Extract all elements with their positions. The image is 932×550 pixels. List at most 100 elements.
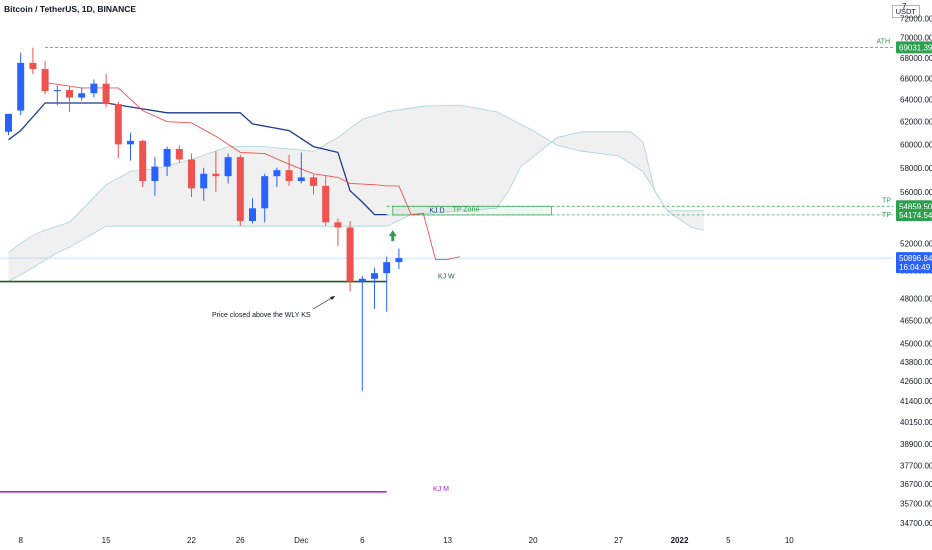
kijun-sen-line	[8, 102, 387, 216]
price-tick-label: 64000.00	[900, 96, 932, 105]
candle[interactable]	[200, 167, 208, 201]
countdown-text: 16:04:49	[899, 263, 931, 272]
price-tick-label: 43800.00	[900, 358, 932, 367]
candle[interactable]	[188, 153, 195, 197]
annotation-text: Price closed above the WLY KS	[212, 312, 311, 319]
candle[interactable]	[285, 154, 293, 186]
candle-body	[395, 258, 403, 263]
time-tick-label: 15	[102, 536, 111, 545]
candle[interactable]	[5, 113, 12, 136]
candle[interactable]	[139, 139, 147, 188]
price-tick-label: 66000.00	[900, 74, 932, 83]
price-tick-label: 60000.00	[900, 140, 932, 149]
price-tick-label: 58000.00	[900, 164, 932, 173]
tp-label: TP	[882, 197, 891, 204]
candle[interactable]	[66, 86, 73, 112]
candle[interactable]	[90, 79, 98, 98]
candle-body	[66, 90, 73, 98]
candle[interactable]	[310, 174, 317, 195]
candle[interactable]	[102, 74, 110, 108]
candle-body	[371, 273, 378, 279]
price-tick-label: 62000.00	[900, 118, 932, 127]
ath-price-tag-box	[896, 41, 932, 54]
candle[interactable]	[163, 146, 171, 177]
price-axis-layer: 34700.00 35700.00 36700.00 37700.00 38900.00…	[896, 14, 932, 528]
candle[interactable]	[175, 145, 183, 164]
candle-body	[175, 148, 183, 160]
candle-body	[114, 104, 122, 145]
candle-body	[188, 159, 195, 189]
senkou-span-a	[8, 104, 704, 254]
candle-body	[29, 62, 37, 70]
price-tick-label: 40150.00	[900, 418, 932, 427]
candle[interactable]	[334, 218, 342, 246]
candle[interactable]	[212, 151, 220, 193]
candle[interactable]	[41, 60, 49, 95]
candle-body	[224, 157, 232, 177]
price-tick-label: 38900.00	[900, 440, 932, 449]
candle[interactable]	[297, 152, 305, 184]
candle-body	[102, 83, 110, 105]
candle-body	[78, 93, 86, 98]
kj-weekly-label: KJ W	[438, 274, 455, 281]
tp-price-tag-box	[896, 208, 932, 221]
candle[interactable]	[151, 157, 159, 196]
candle[interactable]	[395, 248, 403, 270]
candle-body	[273, 170, 281, 177]
chart-title: Bitcoin / TetherUS, 1D, BINANCE	[4, 4, 137, 14]
candle-body	[310, 177, 317, 186]
annotation-arrowhead	[330, 296, 335, 300]
candle[interactable]	[383, 256, 391, 312]
candle[interactable]	[261, 173, 269, 223]
candle-body	[358, 278, 366, 282]
candle-body	[151, 166, 159, 182]
price-tick-label: 72000.00	[900, 14, 932, 23]
candle[interactable]	[371, 267, 378, 309]
candle-body	[297, 177, 305, 182]
candle[interactable]	[249, 198, 256, 224]
price-tick-label: 70000.00	[900, 34, 932, 43]
candle-body	[249, 208, 256, 222]
horizontal-levels-layer: ATH TP TP TP Zone KJ D KJ W KJ M	[0, 38, 893, 493]
candle-body	[261, 176, 269, 209]
candle[interactable]	[17, 52, 25, 115]
candle[interactable]	[114, 101, 122, 159]
candle-body	[200, 173, 208, 189]
tp-zone-label: TP Zone	[453, 206, 480, 213]
kj-daily-label: KJ D	[429, 207, 444, 214]
currency-unit-label[interactable]: USDT	[891, 5, 920, 18]
time-tick-label: Dec	[294, 536, 308, 545]
up-arrow-icon	[388, 230, 397, 242]
candle-body	[334, 222, 342, 228]
candle[interactable]	[322, 174, 330, 227]
price-tick-label: 36700.00	[900, 480, 932, 489]
candle[interactable]	[127, 132, 134, 161]
price-tick-label: 34700.00	[900, 519, 932, 528]
price-tick-label: 37700.00	[900, 462, 932, 471]
candle-body	[383, 262, 391, 274]
price-tick-label: 56000.00	[900, 188, 932, 197]
price-tick-label: 42600.00	[900, 377, 932, 386]
tp-price-tag-text: 54174.54	[899, 211, 932, 220]
axis-top-partial-tick: 7	[902, 2, 907, 11]
ath-label: ATH	[877, 38, 890, 45]
time-tick-label: 5	[726, 536, 731, 545]
candle-body	[41, 69, 49, 92]
candle[interactable]	[273, 167, 281, 188]
candle-body	[17, 62, 25, 111]
candle[interactable]	[236, 154, 244, 227]
time-tick-label: 13	[443, 536, 452, 545]
price-tick-label: 41400.00	[900, 397, 932, 406]
candle[interactable]	[53, 85, 61, 106]
tp-label: TP	[882, 212, 891, 219]
candle-body	[212, 173, 220, 177]
candle[interactable]	[358, 275, 366, 391]
ath-price-tag-text: 69031.39	[899, 43, 932, 52]
candle[interactable]	[29, 47, 37, 75]
candle[interactable]	[224, 153, 232, 184]
candle[interactable]	[346, 221, 354, 292]
tp-zone-box[interactable]	[392, 205, 552, 216]
price-tick-label: 68000.00	[900, 54, 932, 63]
candle[interactable]	[78, 87, 86, 101]
